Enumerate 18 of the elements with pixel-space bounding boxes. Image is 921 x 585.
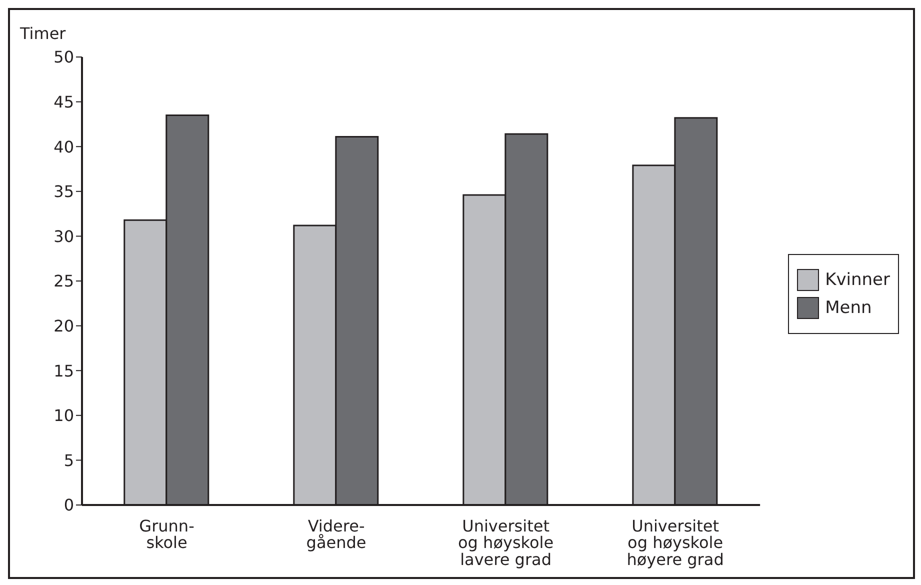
y-tick-label: 25 [54, 272, 74, 291]
y-axis-title: Timer [20, 24, 66, 43]
x-tick-label: Universitet og høyskole høyere grad [626, 516, 724, 569]
x-tick-label: Grunn- skole [139, 516, 194, 552]
x-tick-label: Videre- gående [306, 516, 366, 552]
x-tick-label: Universitet og høyskole lavere grad [458, 516, 554, 569]
y-tick-label: 30 [54, 226, 74, 246]
legend-label: Menn [825, 298, 872, 318]
y-tick-label: 5 [64, 450, 74, 470]
y-tick-label: 10 [54, 406, 74, 426]
y-tick-label: 0 [64, 496, 74, 515]
y-tick-label: 35 [54, 182, 74, 202]
y-tick-label: 20 [54, 316, 74, 336]
y-tick-label: 45 [54, 92, 74, 112]
y-tick-label: 15 [54, 361, 74, 380]
y-tick-label: 50 [54, 48, 74, 67]
y-tick-label: 40 [54, 137, 74, 156]
legend-label: Kvinner [825, 270, 890, 290]
